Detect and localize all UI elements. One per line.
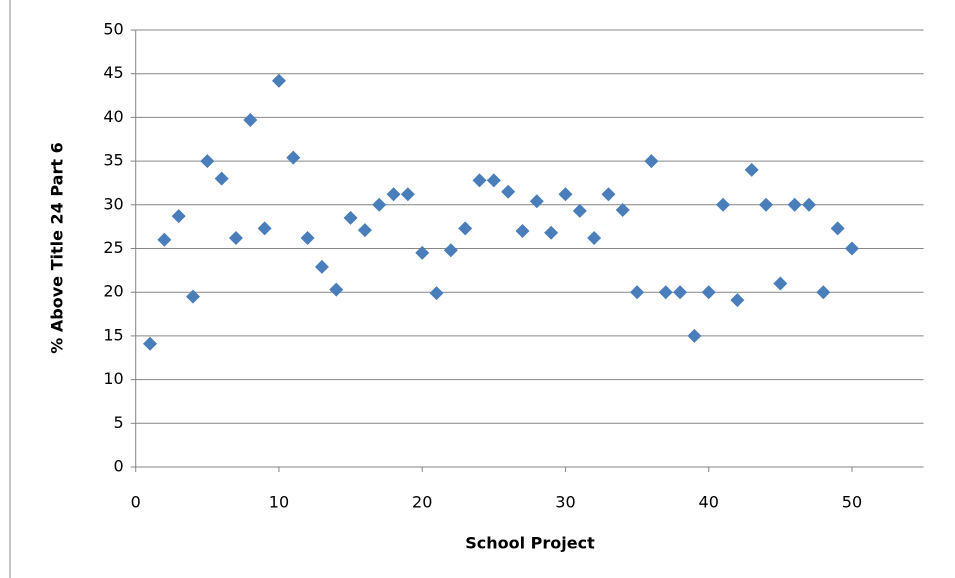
data-point — [357, 223, 372, 238]
data-point — [587, 231, 602, 246]
data-point — [143, 336, 158, 351]
data-point — [658, 285, 673, 300]
data-point — [773, 276, 788, 291]
data-point — [271, 73, 286, 88]
data-point — [844, 241, 859, 256]
x-tick-label: 40 — [699, 493, 719, 512]
data-point — [257, 221, 272, 236]
x-tick-label: 0 — [131, 493, 141, 512]
data-point — [716, 197, 731, 212]
data-point — [744, 162, 759, 177]
data-point — [787, 197, 802, 212]
data-point — [501, 184, 516, 199]
y-tick-label: 15 — [103, 325, 123, 344]
data-point — [400, 187, 415, 202]
data-point — [472, 173, 487, 188]
y-tick-label: 5 — [114, 413, 124, 432]
y-tick-label: 25 — [103, 238, 123, 257]
data-point — [171, 209, 186, 224]
x-axis-title: School Project — [465, 534, 595, 553]
data-point — [243, 113, 258, 128]
data-point — [515, 224, 530, 239]
data-point — [730, 293, 745, 308]
data-point — [644, 154, 659, 169]
y-tick-label: 30 — [103, 194, 123, 213]
data-point — [544, 225, 559, 240]
data-point — [816, 285, 831, 300]
y-tick-label: 50 — [103, 20, 123, 39]
data-point — [286, 150, 301, 165]
data-point — [830, 221, 845, 236]
data-point — [486, 173, 501, 188]
data-point — [314, 259, 329, 274]
data-point — [601, 187, 616, 202]
data-point — [443, 243, 458, 258]
data-point — [558, 187, 573, 202]
y-axis-title: % Above Title 24 Part 6 — [48, 142, 67, 353]
data-point — [200, 154, 215, 169]
data-point — [415, 245, 430, 260]
y-tick-label: 35 — [103, 151, 123, 170]
data-point — [372, 197, 387, 212]
x-tick-label: 10 — [269, 493, 289, 512]
y-tick-label: 20 — [103, 282, 123, 301]
data-point — [687, 328, 702, 343]
data-point — [386, 187, 401, 202]
data-point — [759, 197, 774, 212]
data-point — [630, 285, 645, 300]
data-point — [429, 286, 444, 301]
x-tick-label: 20 — [412, 493, 432, 512]
data-point — [701, 285, 716, 300]
data-point — [329, 282, 344, 297]
data-point — [343, 210, 358, 225]
x-tick-label: 30 — [555, 493, 575, 512]
y-tick-label: 0 — [114, 457, 124, 476]
data-point — [572, 203, 587, 218]
data-point — [801, 197, 816, 212]
y-tick-label: 40 — [103, 107, 123, 126]
data-point — [300, 231, 315, 246]
data-point — [157, 232, 172, 247]
data-point — [529, 194, 544, 209]
x-tick-label: 50 — [842, 493, 862, 512]
y-tick-label: 10 — [103, 369, 123, 388]
data-point — [673, 285, 688, 300]
data-point — [458, 221, 473, 236]
data-point — [228, 231, 243, 246]
data-point — [615, 203, 630, 218]
data-point — [214, 171, 229, 186]
y-tick-label: 45 — [103, 63, 123, 82]
data-point — [186, 289, 201, 304]
